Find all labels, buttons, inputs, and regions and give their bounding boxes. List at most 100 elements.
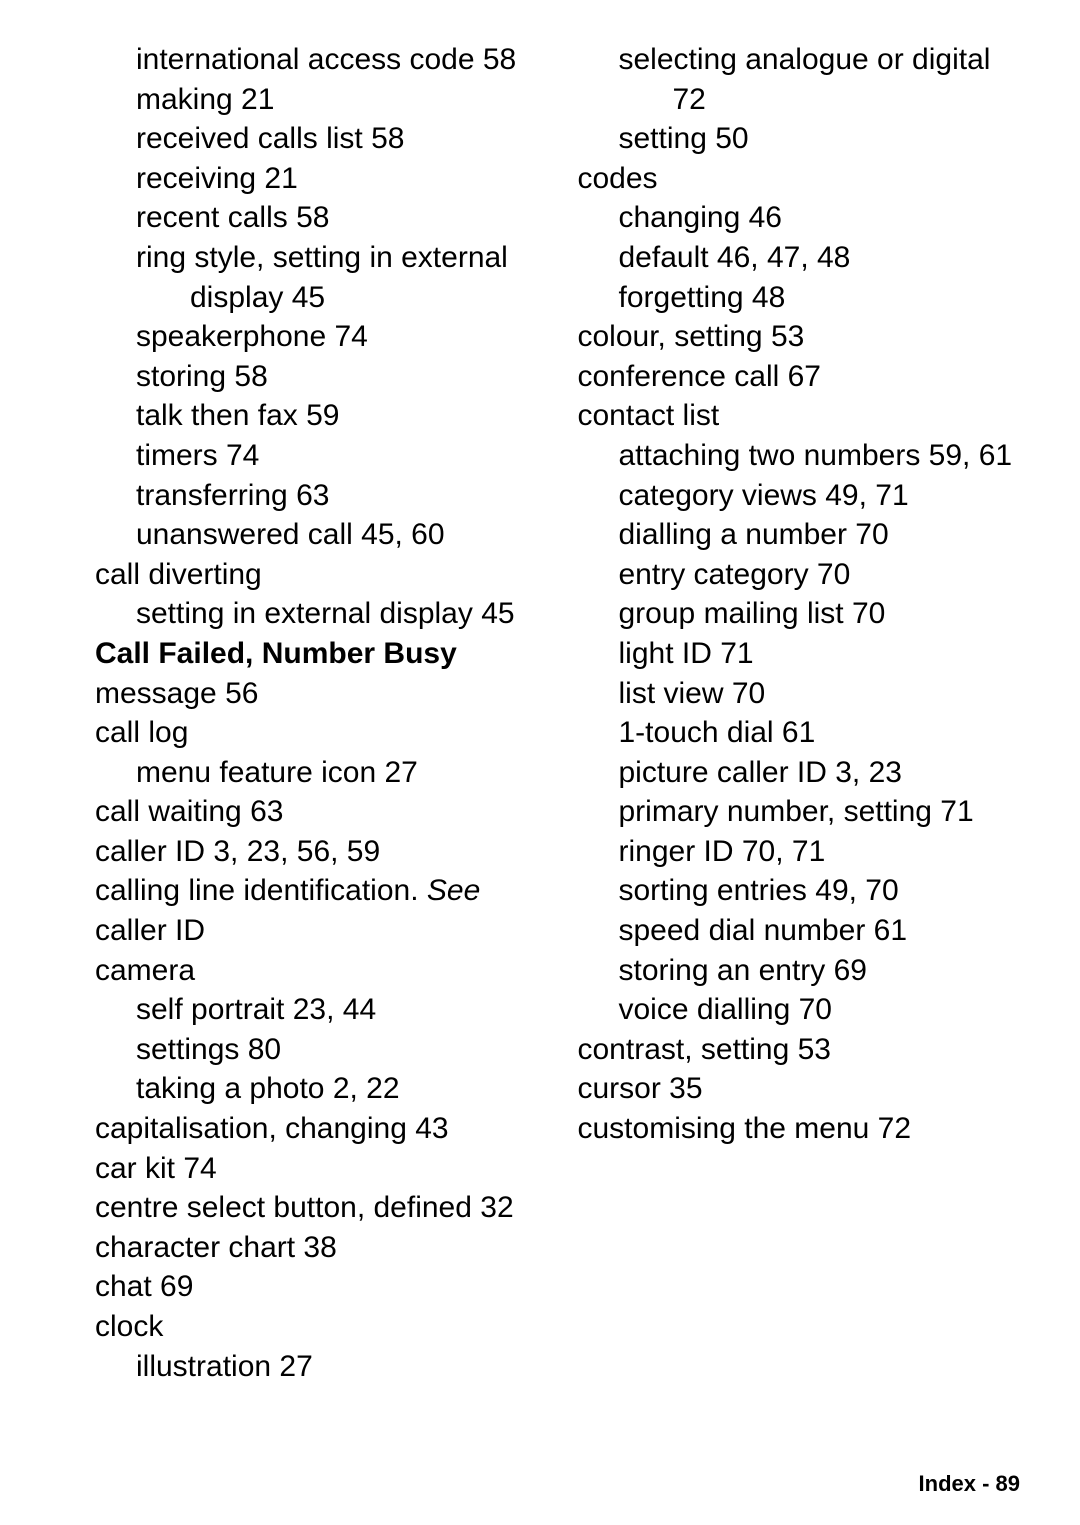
index-text: voice dialling 70: [619, 993, 832, 1026]
page-footer: Index - 89: [919, 1471, 1020, 1497]
index-text: storing 58: [136, 360, 268, 393]
index-text: talk then fax 59: [136, 399, 339, 432]
index-entry: camera: [95, 951, 538, 991]
index-entry: talk then fax 59: [95, 396, 538, 436]
index-entry: call diverting: [95, 555, 538, 595]
index-entry: centre select button, defined 32: [95, 1188, 538, 1228]
index-text: sorting entries 49, 70: [619, 874, 899, 907]
index-entry: capitalisation, changing 43: [95, 1109, 538, 1149]
index-text: transferring 63: [136, 479, 329, 512]
index-text: contrast, setting 53: [578, 1033, 831, 1066]
index-entry: timers 74: [95, 436, 538, 476]
index-entry: illustration 27: [95, 1347, 538, 1387]
index-text: timers 74: [136, 439, 259, 472]
index-entry: sorting entries 49, 70: [578, 871, 1021, 911]
index-text: menu feature icon 27: [136, 756, 418, 789]
index-entry: chat 69: [95, 1267, 538, 1307]
index-entry: list view 70: [578, 674, 1021, 714]
index-text: centre select button, defined 32: [95, 1191, 514, 1224]
index-entry: contrast, setting 53: [578, 1030, 1021, 1070]
index-text: codes: [578, 162, 658, 195]
index-text: received calls list 58: [136, 122, 404, 155]
index-entry: character chart 38: [95, 1228, 538, 1268]
index-entry: setting in external display 45: [95, 594, 538, 634]
index-text: call log: [95, 716, 188, 749]
index-entry: storing an entry 69: [578, 951, 1021, 991]
index-text: changing 46: [619, 201, 782, 234]
index-text: light ID 71: [619, 637, 754, 670]
index-text: ringer ID 70, 71: [619, 835, 826, 868]
index-text: calling line identification.: [95, 874, 427, 907]
index-text: Call Failed, Number Busy: [95, 637, 457, 670]
index-entry: unanswered call 45, 60: [95, 515, 538, 555]
index-entry: caller ID 3, 23, 56, 59: [95, 832, 538, 872]
index-text: picture caller ID 3, 23: [619, 756, 902, 789]
index-page: international access code 58 making 21 rec…: [0, 0, 1080, 1525]
index-text: default 46, 47, 48: [619, 241, 851, 274]
index-text: chat 69: [95, 1270, 193, 1303]
index-text: category views 49, 71: [619, 479, 909, 512]
index-entry: taking a photo 2, 22: [95, 1069, 538, 1109]
index-text: storing an entry 69: [619, 954, 867, 987]
index-entry: 1-touch dial 61: [578, 713, 1021, 753]
index-entry: ring style, setting in external display …: [95, 238, 538, 317]
index-text: setting 50: [619, 122, 749, 155]
index-entry: recent calls 58: [95, 198, 538, 238]
index-text: contact list: [578, 399, 720, 432]
index-entry: group mailing list 70: [578, 594, 1021, 634]
index-text: ring style, setting in external display …: [136, 241, 508, 314]
index-text: speed dial number 61: [619, 914, 908, 947]
index-text: entry category 70: [619, 558, 851, 591]
index-text: car kit 74: [95, 1152, 217, 1185]
index-text: forgetting 48: [619, 281, 786, 314]
index-text: international access code 58: [136, 43, 516, 76]
index-entry: conference call 67: [578, 357, 1021, 397]
index-text: making 21: [136, 83, 274, 116]
index-entry: car kit 74: [95, 1149, 538, 1189]
index-entry: forgetting 48: [578, 278, 1021, 318]
index-entry: changing 46: [578, 198, 1021, 238]
index-entry: international access code 58: [95, 40, 538, 80]
index-text: call waiting 63: [95, 795, 283, 828]
index-entry: dialling a number 70: [578, 515, 1021, 555]
index-entry: cursor 35: [578, 1069, 1021, 1109]
index-entry: category views 49, 71: [578, 476, 1021, 516]
index-entry: speed dial number 61: [578, 911, 1021, 951]
index-text: taking a photo 2, 22: [136, 1072, 400, 1105]
index-entry: transferring 63: [95, 476, 538, 516]
index-text: recent calls 58: [136, 201, 329, 234]
index-text: camera: [95, 954, 195, 987]
index-text: colour, setting 53: [578, 320, 805, 353]
index-entry: colour, setting 53: [578, 317, 1021, 357]
index-entry: customising the menu 72: [578, 1109, 1021, 1149]
index-text: speakerphone 74: [136, 320, 368, 353]
index-entry: menu feature icon 27: [95, 753, 538, 793]
index-entry: call log: [95, 713, 538, 753]
index-entry: default 46, 47, 48: [578, 238, 1021, 278]
index-text: capitalisation, changing 43: [95, 1112, 449, 1145]
index-text: list view 70: [619, 677, 766, 710]
index-entry: entry category 70: [578, 555, 1021, 595]
index-text: group mailing list 70: [619, 597, 886, 630]
index-text: receiving 21: [136, 162, 298, 195]
index-entry: clock: [95, 1307, 538, 1347]
index-entry: selecting analogue or digital 72: [578, 40, 1021, 119]
index-text: cursor 35: [578, 1072, 703, 1105]
index-text: selecting analogue or digital 72: [619, 43, 991, 116]
index-columns: international access code 58 making 21 rec…: [95, 40, 1020, 1420]
index-entry: making 21: [95, 80, 538, 120]
index-text: self portrait 23, 44: [136, 993, 376, 1026]
index-text: illustration 27: [136, 1350, 313, 1383]
index-entry: codes: [578, 159, 1021, 199]
index-text: See: [427, 874, 480, 907]
index-entry: light ID 71: [578, 634, 1021, 674]
index-text: conference call 67: [578, 360, 822, 393]
index-entry: speakerphone 74: [95, 317, 538, 357]
index-entry: primary number, setting 71: [578, 792, 1021, 832]
index-entry: receiving 21: [95, 159, 538, 199]
index-entry: received calls list 58: [95, 119, 538, 159]
index-entry: self portrait 23, 44: [95, 990, 538, 1030]
index-text: dialling a number 70: [619, 518, 889, 551]
index-entry: ringer ID 70, 71: [578, 832, 1021, 872]
index-entry: settings 80: [95, 1030, 538, 1070]
